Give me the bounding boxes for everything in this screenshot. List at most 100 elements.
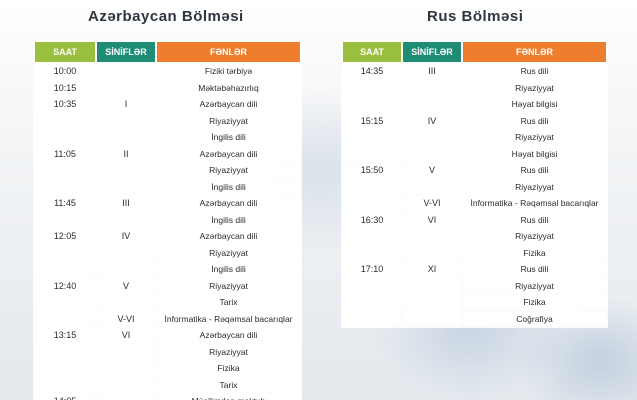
schedule-row: Riyaziyyat — [35, 344, 300, 359]
time-cell: 11:45 — [35, 196, 95, 227]
class-cell: III — [97, 196, 155, 227]
subject-cell: Riyaziyyat — [157, 163, 300, 178]
subject-cell: Müəllimdən məktub — [157, 394, 300, 400]
class-cell: V — [97, 278, 155, 310]
time-cell: 12:40 — [35, 278, 95, 326]
subject-cell: İnformatika - Rəqəmsal bacarıqlar — [157, 311, 300, 326]
schedule-row: 15:50 V Rus dili — [343, 163, 606, 211]
schedule-row: İngilis dili — [35, 130, 300, 145]
subject-cell: Tarix — [157, 295, 300, 310]
schedule-row: 11:05 II Azərbaycan dili — [35, 146, 300, 194]
subject-cell: İngilis dili — [157, 262, 300, 277]
subject-cell: Rus dili — [463, 163, 606, 178]
subject-cell: Fizika — [157, 361, 300, 376]
schedule-row: 14:35 III Rus dili — [343, 64, 606, 112]
subject-cell: İngilis dili — [157, 212, 300, 227]
time-cell: 15:15 — [343, 113, 401, 161]
schedule-row: 13:15 VI Azərbaycan dili — [35, 328, 300, 392]
subject-cell: Rus dili — [463, 262, 606, 277]
schedule-row: İngilis dili — [35, 262, 300, 277]
class-cell: I — [97, 97, 155, 145]
schedule-row: 12:40 V Riyaziyyat — [35, 278, 300, 326]
time-cell: 14:05 — [35, 394, 95, 400]
left-schedule-table: SAAT SİNİFLƏR FƏNLƏR 10:00 Fiziki tərbiyə… — [33, 40, 302, 400]
class-cell — [97, 80, 155, 95]
schedule-row: Tarix — [35, 377, 300, 392]
schedule-row: 10:35 I Azərbaycan dili — [35, 97, 300, 145]
schedule-row: 17:10 XI Rus dili — [343, 262, 606, 326]
subject-cell: Azərbaycan dili — [157, 328, 300, 343]
schedule-row: Həyat bilgisi — [343, 146, 606, 161]
subject-cell: Riyaziyyat — [463, 80, 606, 95]
time-cell: 10:15 — [35, 80, 95, 95]
subject-cell: Azərbaycan dili — [157, 146, 300, 161]
subject-cell: Riyaziyyat — [157, 245, 300, 260]
subject-cell: Rus dili — [463, 64, 606, 79]
subject-cell: Fizika — [463, 245, 606, 260]
time-cell: 14:35 — [343, 64, 401, 112]
class-cell: V — [403, 163, 461, 194]
schedule-row: Həyat bilgisi — [343, 97, 606, 112]
subject-cell: Riyaziyyat — [157, 278, 300, 293]
schedule-row: Riyaziyyat — [35, 245, 300, 260]
schedule-row: Coğrafiya — [343, 311, 606, 326]
class-cell: VI — [403, 212, 461, 260]
subject-cell: Riyaziyyat — [463, 278, 606, 293]
subject-cell: Riyaziyyat — [157, 113, 300, 128]
subject-cell: İnformatika - Rəqəmsal bacarıqlar — [463, 196, 606, 211]
schedule-row: Riyaziyyat — [343, 179, 606, 194]
class-cell: V-VI — [97, 311, 155, 326]
class-cell: V-VI — [403, 196, 461, 211]
left-schedule-panel: SAAT SİNİFLƏR FƏNLƏR 10:00 Fiziki tərbiyə… — [33, 40, 302, 400]
subject-cell: Fizika — [463, 295, 606, 310]
right-schedule-panel: SAAT SİNİFLƏR FƏNLƏR 14:35 III Rus dili Riy… — [341, 40, 608, 328]
subject-cell: Tarix — [157, 377, 300, 392]
schedule-row: 10:00 Fiziki tərbiyə — [35, 64, 300, 79]
schedule-row: V-VI İnformatika - Rəqəmsal bacarıqlar — [35, 311, 300, 326]
class-cell — [97, 394, 155, 400]
subject-cell: Riyaziyyat — [463, 179, 606, 194]
class-cell: II — [97, 146, 155, 194]
schedule-row: Riyaziyyat — [343, 229, 606, 244]
subject-cell: Riyaziyyat — [157, 344, 300, 359]
time-cell: 10:35 — [35, 97, 95, 145]
schedule-row: Tarix — [35, 295, 300, 310]
schedule-row: Riyaziyyat — [343, 278, 606, 293]
schedule-row: Riyaziyyat — [343, 130, 606, 145]
subject-cell: Azərbaycan dili — [157, 196, 300, 211]
schedule-row: 14:05 Müəllimdən məktub — [35, 394, 300, 400]
left-section-title: Azərbaycan Bölməsi — [88, 8, 244, 25]
header-sinifler: SİNİFLƏR — [97, 42, 155, 62]
subject-cell: Rus dili — [463, 212, 606, 227]
header-sinifler: SİNİFLƏR — [403, 42, 461, 62]
subject-cell: Həyat bilgisi — [463, 97, 606, 112]
class-cell: III — [403, 64, 461, 112]
schedule-row: 15:15 IV Rus dili — [343, 113, 606, 161]
schedule-row: Riyaziyyat — [35, 113, 300, 128]
right-schedule-body: 14:35 III Rus dili Riyaziyyat Həyat bilgisi 1… — [343, 64, 606, 326]
subject-cell: Fiziki tərbiyə — [157, 64, 300, 79]
right-section-title: Rus Bölməsi — [427, 8, 524, 25]
class-cell — [97, 64, 155, 79]
subject-cell: Rus dili — [463, 113, 606, 128]
time-cell: 12:05 — [35, 229, 95, 277]
header-fenler: FƏNLƏR — [157, 42, 300, 62]
schedule-row: Fizika — [343, 245, 606, 260]
time-cell: 17:10 — [343, 262, 401, 326]
schedule-row: Riyaziyyat — [343, 80, 606, 95]
class-cell: IV — [403, 113, 461, 161]
subject-cell: Həyat bilgisi — [463, 146, 606, 161]
schedule-row: 11:45 III Azərbaycan dili — [35, 196, 300, 227]
subject-cell: Məktəbəhazırlıq — [157, 80, 300, 95]
time-cell: 13:15 — [35, 328, 95, 392]
header-saat: SAAT — [35, 42, 95, 62]
schedule-row: 10:15 Məktəbəhazırlıq — [35, 80, 300, 95]
subject-cell: Riyaziyyat — [463, 130, 606, 145]
right-schedule-table: SAAT SİNİFLƏR FƏNLƏR 14:35 III Rus dili Riy… — [341, 40, 608, 328]
time-cell: 15:50 — [343, 163, 401, 211]
schedule-row: 16:30 VI Rus dili — [343, 212, 606, 260]
header-fenler: FƏNLƏR — [463, 42, 606, 62]
schedule-row: V-VI İnformatika - Rəqəmsal bacarıqlar — [343, 196, 606, 211]
schedule-row: 12:05 IV Azərbaycan dili — [35, 229, 300, 277]
schedule-row: Riyaziyyat — [35, 163, 300, 178]
